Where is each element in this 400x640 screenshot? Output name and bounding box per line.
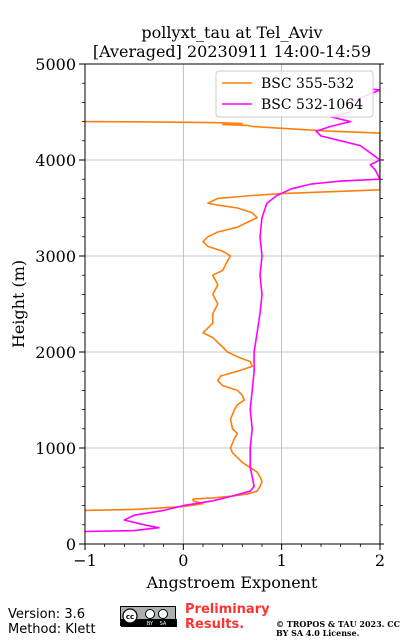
legend: BSC 355-532 BSC 532-1064 bbox=[215, 70, 374, 118]
svg-text:cc: cc bbox=[126, 613, 134, 621]
legend-box bbox=[215, 70, 374, 118]
chart-title: pollyxt_tau at Tel_Aviv bbox=[141, 23, 322, 42]
y-tick-label: 5000 bbox=[35, 55, 76, 74]
y-tick-label: 1000 bbox=[35, 439, 76, 458]
legend-label-1: BSC 355-532 bbox=[261, 76, 354, 92]
x-tick-label: 0 bbox=[178, 551, 188, 570]
y-tick-label: 0 bbox=[66, 535, 76, 554]
legend-label-2: BSC 532-1064 bbox=[261, 97, 363, 113]
series-line-1 bbox=[85, 120, 380, 512]
version-label: Version: 3.6 bbox=[8, 607, 85, 622]
chart-subtitle: [Averaged] 20230911 14:00-14:59 bbox=[93, 42, 371, 61]
grid bbox=[84, 63, 381, 545]
x-tick-label: 2 bbox=[375, 551, 385, 570]
y-axis-label: Height (m) bbox=[9, 260, 28, 348]
svg-text:BY: BY bbox=[147, 621, 154, 627]
x-axis-label: Angstroem Exponent bbox=[146, 573, 318, 592]
series-layer bbox=[85, 88, 380, 533]
copyright-notice: © TROPOS & TAU 2023. CC BY SA 4.0 Licens… bbox=[276, 619, 400, 638]
y-tick-label: 4000 bbox=[35, 151, 76, 170]
series-line-2 bbox=[85, 88, 380, 533]
method-label: Method: Klett bbox=[8, 622, 96, 637]
cc-by-sa-icon: cc BY SA bbox=[120, 606, 177, 627]
x-tick-label: −1 bbox=[73, 551, 97, 570]
plot-frame bbox=[84, 63, 381, 545]
preliminary-notice: Preliminary Results. bbox=[185, 602, 270, 632]
x-tick-label: 1 bbox=[277, 551, 287, 570]
y-tick-label: 2000 bbox=[35, 343, 76, 362]
y-tick-label: 3000 bbox=[35, 247, 76, 266]
svg-text:SA: SA bbox=[160, 621, 167, 627]
